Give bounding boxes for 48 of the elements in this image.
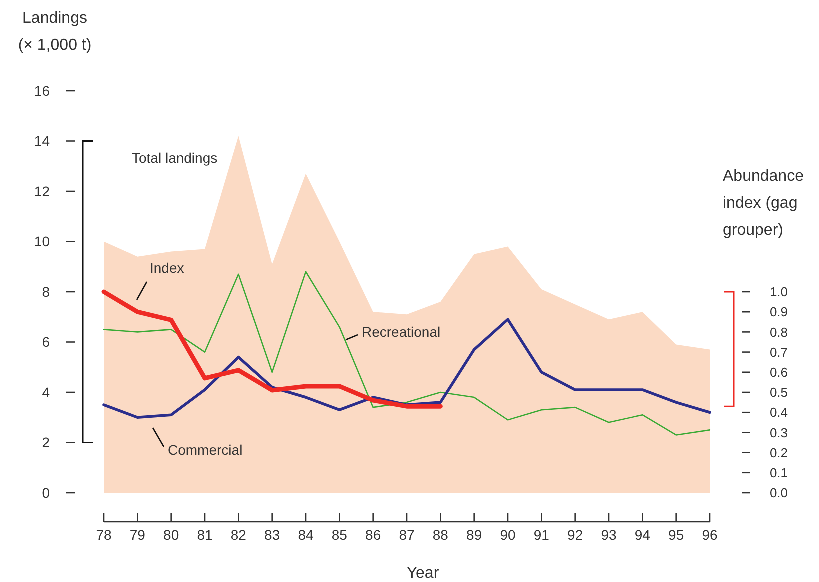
x-tick-label: 81 — [197, 527, 213, 543]
x-tick-label: 95 — [668, 527, 684, 543]
y2-tick-label: 0.3 — [770, 425, 788, 440]
line-series — [102, 290, 443, 409]
y-tick-label: 10 — [34, 234, 50, 250]
y-tick-label: 12 — [34, 183, 50, 200]
x-tick-label: 85 — [332, 527, 348, 543]
y2-tick-label: 0.8 — [770, 324, 788, 340]
series-label: Recreational — [362, 324, 441, 340]
y2-tick-label: 1.0 — [770, 284, 788, 300]
x-tick-label: 94 — [634, 527, 651, 543]
y-tick-label: 6 — [42, 334, 50, 350]
y-tick-label: 0 — [42, 484, 50, 501]
y2-tick-label: 0.7 — [770, 344, 788, 360]
line-series — [102, 318, 712, 420]
y2-tick-label: 0.0 — [770, 486, 788, 501]
x-tick-label: 83 — [264, 527, 280, 543]
x-tick-label: 92 — [568, 527, 584, 543]
series-label: Commercial — [168, 442, 243, 458]
x-tick-label: 88 — [432, 527, 449, 543]
y-tick-label: 4 — [42, 384, 50, 400]
x-tick-label: 79 — [130, 527, 146, 543]
y-tick-label: 2 — [42, 434, 50, 451]
x-tick-label: 93 — [601, 527, 617, 543]
y2-tick-label: 0.6 — [770, 364, 788, 380]
x-tick-label: 82 — [230, 527, 247, 543]
y-tick-label: 14 — [34, 133, 50, 150]
x-tick-label: 84 — [298, 527, 314, 543]
x-tick-label: 96 — [702, 527, 718, 543]
y2-tick-label: 0.5 — [770, 385, 788, 400]
x-tick-label: 86 — [366, 527, 382, 543]
y-axis-title: Landings (× 1,000 t) — [18, 10, 92, 54]
x-tick-label: 87 — [399, 527, 415, 543]
x-tick-label: 80 — [164, 527, 180, 543]
x-tick-label: 90 — [500, 527, 516, 543]
x-tick-label: 89 — [466, 527, 482, 543]
y2-axis-title: Abundance index (gag grouper) — [723, 168, 804, 239]
x-tick-label: 91 — [534, 527, 550, 543]
y2-tick-label: 0.9 — [770, 304, 788, 320]
y2-tick-label: 0.2 — [770, 445, 788, 460]
x-tick-label: 78 — [96, 527, 112, 543]
text: Index — [150, 260, 184, 276]
y-tick-label: 16 — [34, 82, 50, 99]
y2-tick-label: 0.1 — [770, 465, 788, 480]
y-tick-label: 8 — [42, 284, 50, 300]
y2-tick-label: 0.4 — [770, 405, 788, 420]
series-label: Total landings — [132, 150, 218, 166]
x-axis-title: Year — [406, 565, 440, 582]
